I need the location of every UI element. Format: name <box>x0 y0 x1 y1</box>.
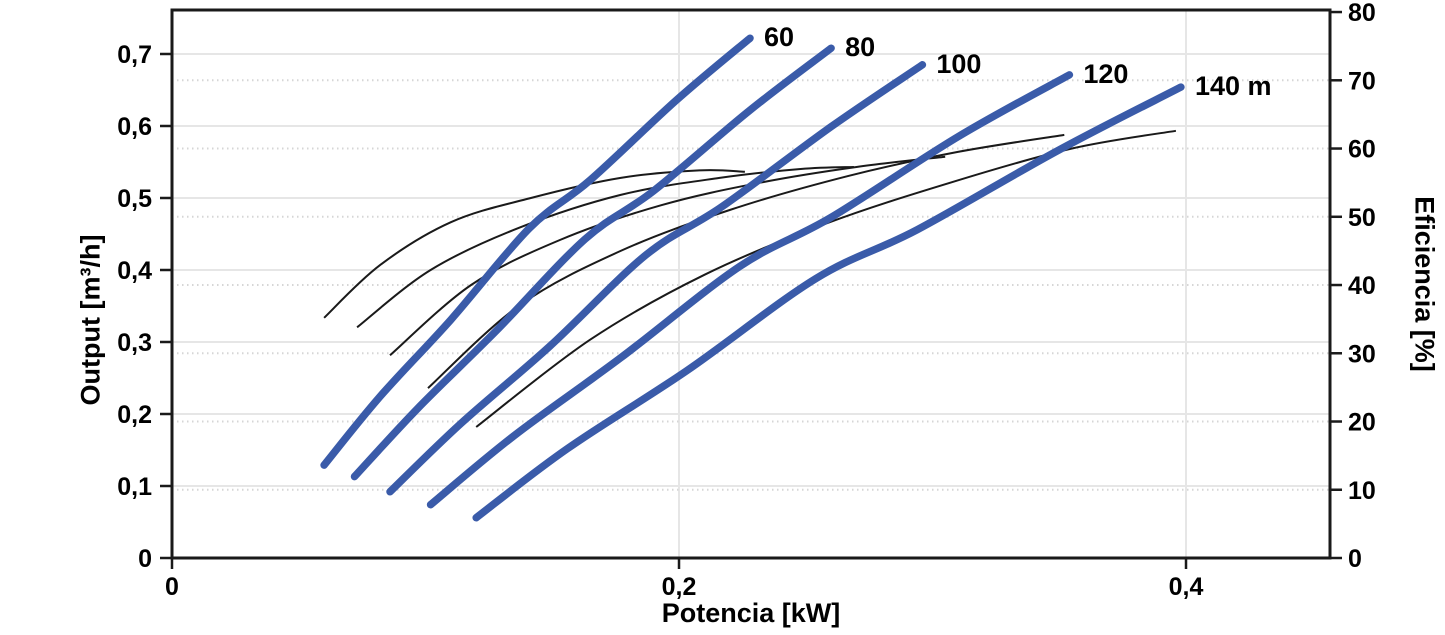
right-y-axis-tick-label: 70 <box>1348 67 1376 95</box>
efficiency-100m-curve <box>389 155 946 357</box>
head-80m-curve-label: 80 <box>845 32 875 62</box>
head-100m-curve-label: 100 <box>936 49 981 79</box>
right-y-axis-tick-label: 10 <box>1348 477 1376 505</box>
head-60m-curve <box>320 34 754 469</box>
left-y-axis-tick-label: 0,1 <box>117 473 152 501</box>
efficiency-60m-curve <box>323 169 745 319</box>
right-y-axis-tick-label: 80 <box>1348 0 1376 27</box>
right-y-axis-tick-label: 60 <box>1348 136 1376 164</box>
left-y-axis-tick-label: 0,5 <box>117 185 152 213</box>
left-y-axis-tick-label: 0,4 <box>117 257 152 285</box>
right-y-axis-tick-label: 0 <box>1348 545 1362 573</box>
left-y-axis-tick-label: 0,7 <box>117 41 152 69</box>
head-140m-curve <box>472 83 1185 522</box>
left-y-axis-tick-label: 0,3 <box>117 329 152 357</box>
left-y-axis-tick-label: 0 <box>138 545 152 573</box>
head-100m-curve <box>386 61 927 496</box>
left-y-axis-tick-label: 0,6 <box>117 113 152 141</box>
x-axis-tick-label: 0 <box>165 573 179 601</box>
plot-frame <box>170 8 1332 560</box>
right-y-axis-tick-label: 20 <box>1348 409 1376 437</box>
head-120m-curve-label: 120 <box>1083 59 1128 89</box>
right-y-axis-tick-label: 40 <box>1348 272 1376 300</box>
right-y-axis-tick-label: 30 <box>1348 340 1376 368</box>
x-axis-title: Potencia [kW] <box>661 598 841 628</box>
x-axis-tick-label: 0,4 <box>1169 573 1204 601</box>
right-y-axis-title: Eficiencia [%] <box>1409 196 1440 372</box>
left-y-axis-tick-label: 0,2 <box>117 401 152 429</box>
head-60m-curve-label: 60 <box>764 22 794 52</box>
x-axis-tick-label: 0,2 <box>662 573 697 601</box>
head-120m-curve <box>426 71 1074 509</box>
head-140m-curve-label: 140 m <box>1195 71 1272 101</box>
efficiency-80m-curve <box>356 166 854 329</box>
left-y-axis-title: Output [m³/h] <box>75 234 106 406</box>
right-y-axis-tick-label: 50 <box>1348 204 1376 232</box>
head-80m-curve <box>350 44 835 481</box>
